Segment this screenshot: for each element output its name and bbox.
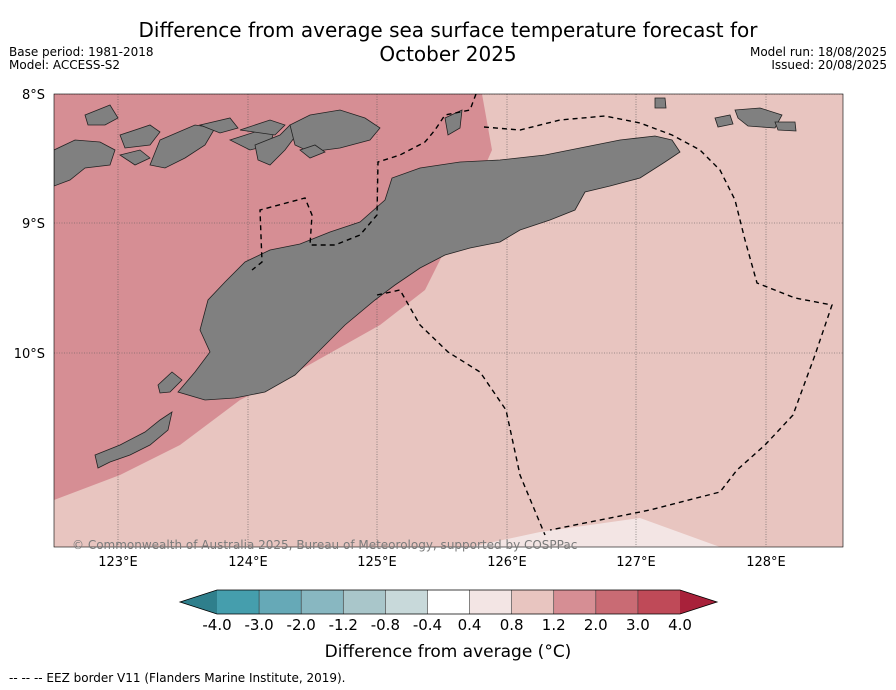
eez-legend-note: -- -- -- EEZ border V11 (Flanders Marine… xyxy=(9,671,346,685)
colorbar-unit: °C) xyxy=(544,642,572,662)
colorbar-tick-label: 1.2 xyxy=(542,616,566,634)
colorbar-bin xyxy=(637,590,680,614)
base-period: Base period: 1981-2018 xyxy=(9,45,154,59)
map-frame xyxy=(53,93,844,548)
eez-border xyxy=(251,94,833,536)
colorbar-tick-label: 0.8 xyxy=(500,616,524,634)
colorbar-bin xyxy=(385,590,428,614)
colorbar-tick-label: 3.0 xyxy=(626,616,650,634)
lat-label-10s: 10°S xyxy=(14,347,45,362)
model-name: Model: ACCESS-S2 xyxy=(9,58,121,72)
lat-label-9s: 9°S xyxy=(22,217,45,232)
longitude-labels: 123°E 124°E 125°E 126°E 127°E 128°E xyxy=(98,555,786,570)
colorbar-tick-label: 4.0 xyxy=(668,616,692,634)
latitude-labels: 8°S 9°S 10°S xyxy=(14,88,45,362)
colorbar-tick-label: -2.0 xyxy=(287,616,316,634)
chart-title: Difference from average sea surface temp… xyxy=(0,18,896,66)
colorbar-label-text: Difference from average ( xyxy=(324,642,545,662)
colorbar-bin xyxy=(427,590,470,614)
copyright-text: © Commonwealth of Australia 2025, Bureau… xyxy=(72,538,578,552)
title-line-1: Difference from average sea surface temp… xyxy=(138,18,758,42)
colorbar-outline xyxy=(178,589,719,615)
colorbar-bin xyxy=(343,590,386,614)
colorbar-tick-label: 2.0 xyxy=(584,616,608,634)
colorbar-bin xyxy=(217,590,260,614)
colorbar-tick-label: -4.0 xyxy=(202,616,231,634)
colorbar-tick-label: -0.4 xyxy=(413,616,442,634)
colorbar-label: Difference from average (°C) xyxy=(0,642,896,662)
meta-left: Base period: 1981-2018 Model: ACCESS-S2 xyxy=(9,46,154,72)
colorbar-bin xyxy=(595,590,638,614)
lon-label-126e: 126°E xyxy=(487,555,527,570)
land xyxy=(54,97,797,469)
lon-label-128e: 128°E xyxy=(746,555,786,570)
title-line-2: October 2025 xyxy=(379,42,517,66)
colorbar-bin xyxy=(469,590,512,614)
colorbar-bin xyxy=(301,590,344,614)
colorbar-extend-low xyxy=(180,590,217,614)
lat-label-8s: 8°S xyxy=(22,88,45,103)
colorbar-extend-high xyxy=(680,590,717,614)
lon-label-125e: 125°E xyxy=(357,555,397,570)
lon-label-124e: 124°E xyxy=(228,555,268,570)
colorbar-tick-label: 0.4 xyxy=(458,616,482,634)
model-run: Model run: 18/08/2025 xyxy=(749,45,887,59)
colorbar-bin xyxy=(553,590,596,614)
meta-right: Model run: 18/08/2025 Issued: 20/08/2025 xyxy=(750,46,887,72)
colorbar-tick-label: -0.8 xyxy=(371,616,400,634)
lon-label-127e: 127°E xyxy=(616,555,656,570)
anomaly-region-0.4-0.8 xyxy=(470,518,720,547)
issued-date: Issued: 20/08/2025 xyxy=(771,58,887,72)
colorbar xyxy=(178,589,719,615)
colorbar-ticks: -4.0 -3.0 -2.0 -1.2 -0.8 -0.4 0.4 0.8 1.2 2.0 3.0 4… xyxy=(202,616,692,634)
colorbar-bin xyxy=(511,590,554,614)
colorbar-tick-label: -3.0 xyxy=(244,616,273,634)
lon-label-123e: 123°E xyxy=(98,555,138,570)
colorbar-tick-label: -1.2 xyxy=(329,616,358,634)
colorbar-bin xyxy=(259,590,302,614)
